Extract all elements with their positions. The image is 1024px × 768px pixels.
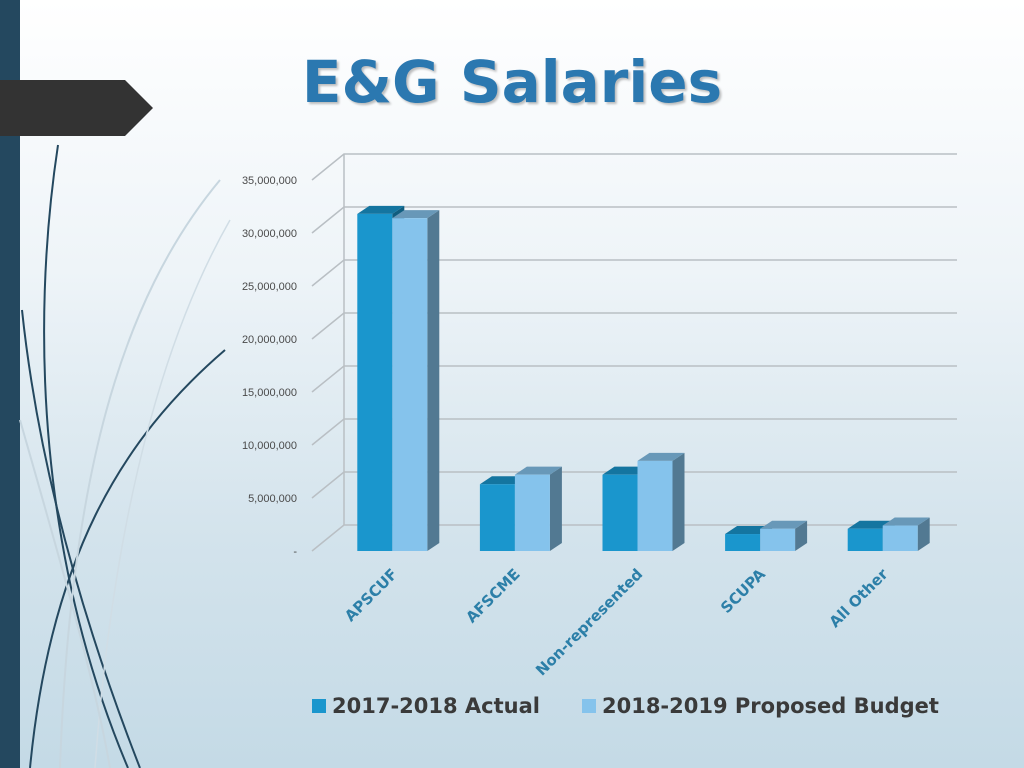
x-category-label: All Other xyxy=(826,565,892,631)
bar-afscme-proposed xyxy=(514,466,562,551)
y-tick-label: - xyxy=(293,546,297,558)
x-category-label: APSCUF xyxy=(341,565,401,625)
legend-swatch-actual xyxy=(312,699,326,713)
slide-accent-bar xyxy=(0,0,20,768)
y-tick-label: 25,000,000 xyxy=(242,281,297,293)
gridline xyxy=(311,153,957,181)
legend-label-proposed: 2018-2019 Proposed Budget xyxy=(601,694,939,718)
y-tick-label: 20,000,000 xyxy=(242,334,297,346)
y-tick-label: 15,000,000 xyxy=(242,387,297,399)
bar-all-other-proposed xyxy=(882,517,930,551)
y-tick-label: 10,000,000 xyxy=(242,440,297,452)
x-category-label: AFSCME xyxy=(462,565,523,626)
y-tick-label: 35,000,000 xyxy=(242,175,297,187)
legend-swatch-proposed xyxy=(581,699,596,713)
slide-title: E&G Salaries xyxy=(301,48,723,116)
legend-label-actual: 2017-2018 Actual xyxy=(332,694,540,718)
bar-apscuf-proposed xyxy=(392,210,440,551)
y-tick-label: 5,000,000 xyxy=(248,493,297,505)
y-tick-label: 30,000,000 xyxy=(242,228,297,240)
x-category-label: SCUPA xyxy=(717,565,769,617)
legend-item-actual: 2017-2018 Actual xyxy=(312,694,540,718)
legend-item-proposed: 2018-2019 Proposed Budget xyxy=(581,694,939,718)
decorative-swoosh xyxy=(19,144,231,768)
title-arrow-tab xyxy=(0,80,153,136)
chart-legend: 2017-2018 Actual 2018-2019 Proposed Budg… xyxy=(312,694,981,718)
bar-non-represented-proposed xyxy=(637,452,685,551)
x-category-label: Non-represented xyxy=(532,565,646,679)
bar-scupa-proposed xyxy=(760,520,808,551)
